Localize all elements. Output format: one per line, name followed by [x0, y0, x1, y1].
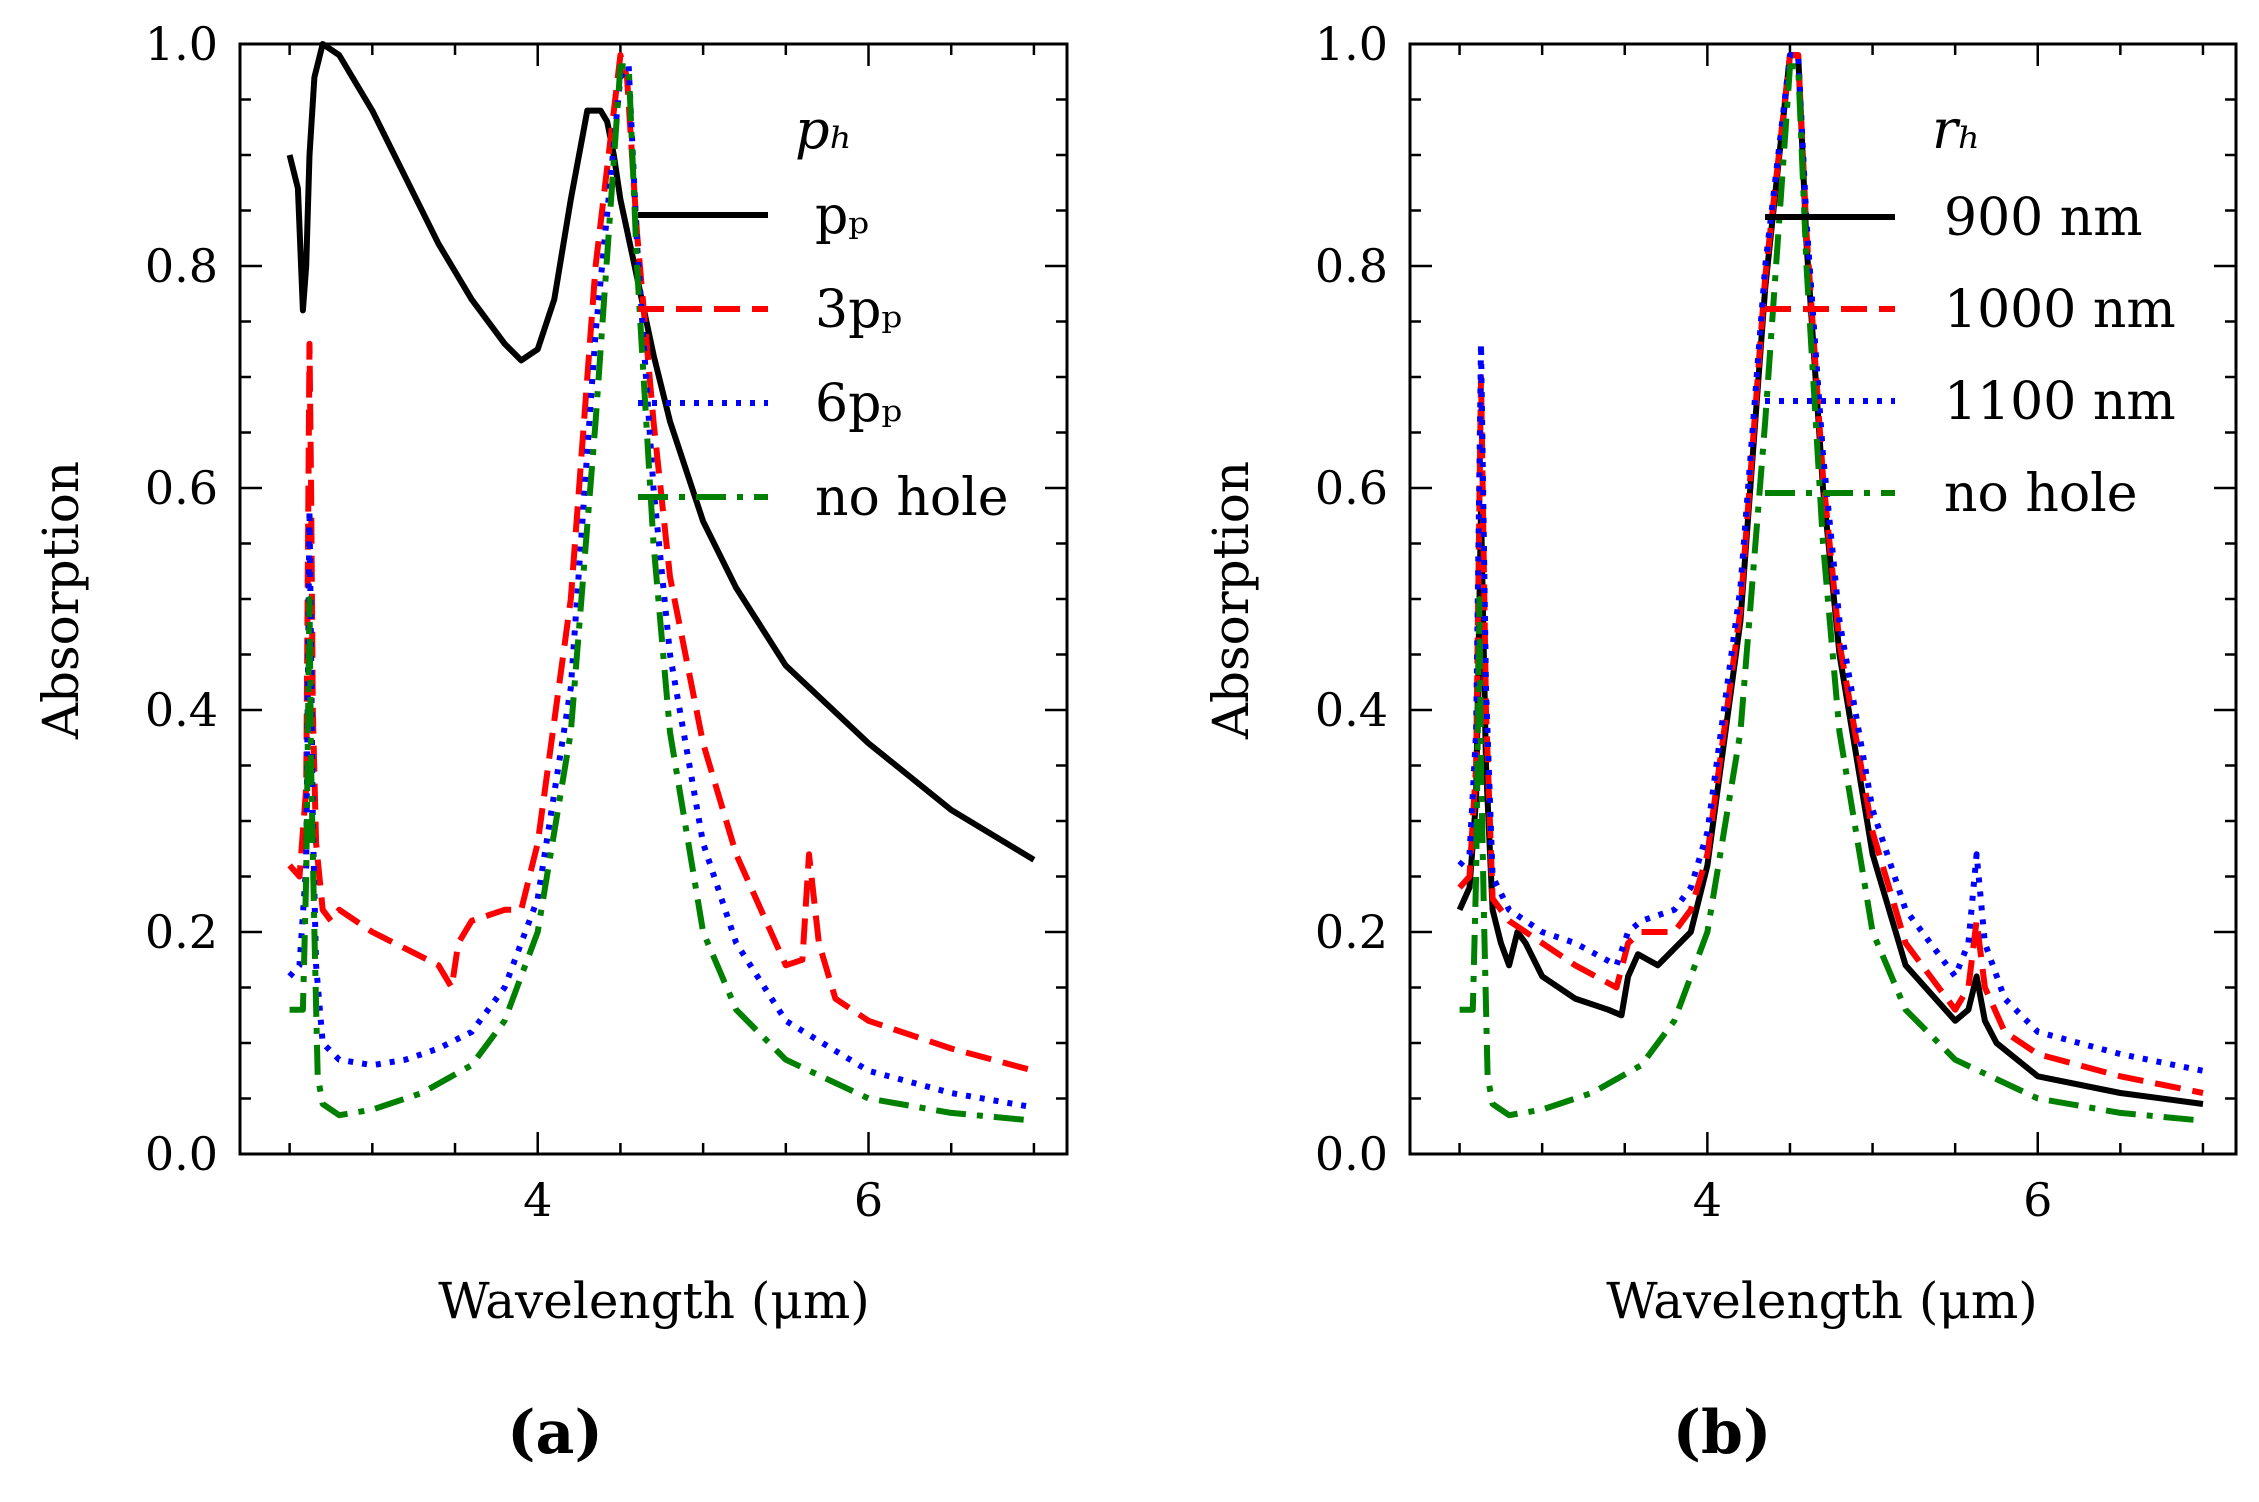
legend-label: 900 nm — [1944, 188, 2143, 248]
ytick-labels-a: 0.0 0.2 0.4 0.6 0.8 1.0 — [145, 17, 218, 1181]
legend-label: no hole — [815, 468, 1009, 528]
ytick-labels-b: 0.0 0.2 0.4 0.6 0.8 1.0 — [1315, 17, 1388, 1181]
ticks-a — [240, 42, 1067, 1156]
series-line-1000-nm — [1457, 52, 2204, 1096]
xtick-label: 4 — [523, 1173, 552, 1227]
ytick-label: 1.0 — [145, 17, 218, 71]
series-line-3p_p — [287, 52, 1035, 1074]
legend-title-a: pₕ — [795, 98, 853, 161]
legend-label: no hole — [1944, 464, 2138, 524]
caption-b: (b) — [1673, 1398, 1772, 1468]
series-group-a — [286, 41, 1036, 1124]
ylabel-a: Absorption — [32, 461, 90, 740]
ytick-label: 0.6 — [1315, 461, 1388, 515]
legend-title-b: rₕ — [1932, 98, 1981, 161]
xtick-label: 6 — [2023, 1173, 2052, 1227]
series-line-no-hole — [289, 63, 1035, 1124]
ytick-label: 0.0 — [145, 1127, 218, 1181]
xlabel-b: Wavelength (μm) — [1606, 1272, 2038, 1330]
ytick-label: 0.8 — [1315, 239, 1388, 293]
legend-label: 1000 nm — [1944, 280, 2176, 340]
series-line-900-nm — [1456, 52, 2204, 1107]
series-line-p_p — [286, 41, 1036, 863]
legend-a: pₕ pₚ 3pₚ 6pₚ no hole — [638, 98, 1009, 528]
ytick-label: 1.0 — [1315, 17, 1388, 71]
ytick-label: 0.2 — [1315, 905, 1388, 959]
legend-b: rₕ 900 nm 1000 nm 1100 nm no hole — [1765, 98, 2176, 524]
series-line-no-hole — [1459, 63, 2204, 1124]
legend-label: 1100 nm — [1944, 372, 2176, 432]
legend-label: 6pₚ — [815, 374, 902, 434]
ytick-label: 0.6 — [145, 461, 218, 515]
ytick-label: 0.2 — [145, 905, 218, 959]
ylabel-b: Absorption — [1202, 461, 1260, 740]
ytick-label: 0.4 — [1315, 683, 1388, 737]
xlabel-a: Wavelength (μm) — [438, 1272, 870, 1330]
xtick-label: 4 — [1693, 1173, 1722, 1227]
ytick-label: 0.0 — [1315, 1127, 1388, 1181]
series-line-1100-nm — [1457, 52, 2204, 1074]
legend-label: pₚ — [815, 186, 869, 246]
caption-a: (a) — [507, 1398, 603, 1468]
series-group-b — [1456, 52, 2204, 1124]
ticks-b — [1410, 42, 2236, 1156]
ytick-label: 0.8 — [145, 239, 218, 293]
legend-label: 3pₚ — [815, 280, 902, 340]
xtick-label: 6 — [854, 1173, 883, 1227]
ytick-label: 0.4 — [145, 683, 218, 737]
